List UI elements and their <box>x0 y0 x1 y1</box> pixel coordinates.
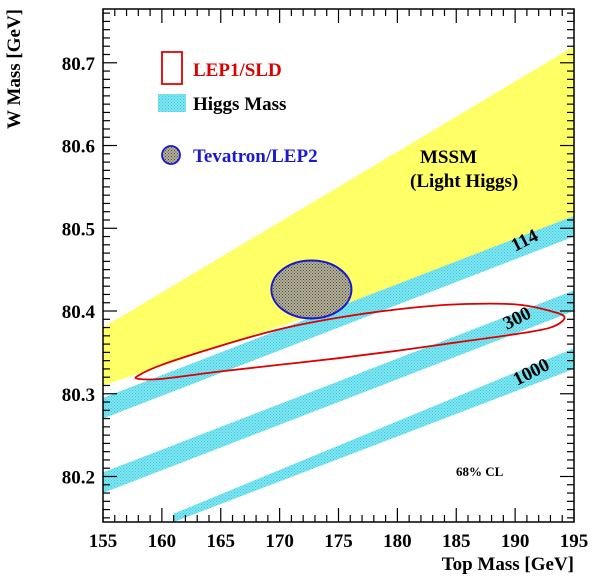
x-axis-title: Top Mass [GeV] <box>442 554 574 575</box>
y-tick-label: 80.2 <box>62 467 95 488</box>
lep1-sld-contour <box>134 302 566 381</box>
y-tick-label: 80.5 <box>62 219 95 240</box>
x-tick-label: 175 <box>324 531 353 552</box>
legend-label-higgs-mass: Higgs Mass <box>193 94 286 115</box>
legend-swatch-tevatron-lep2 <box>161 145 181 165</box>
legend: LEP1/SLD Higgs Mass Tevatron/LEP2 <box>158 51 318 167</box>
mssm-band <box>103 46 574 386</box>
x-tick-label: 180 <box>383 531 412 552</box>
legend-swatch-higgs-mass <box>158 94 186 112</box>
y-tick-label: 80.4 <box>62 302 96 323</box>
legend-label-lep1-sld: LEP1/SLD <box>193 60 282 81</box>
x-tick-label: 160 <box>148 531 177 552</box>
x-tick-label: 195 <box>560 531 589 552</box>
y-axis-title: W Mass [GeV] <box>4 9 25 129</box>
higgs-band-1000 <box>173 348 574 522</box>
x-axis: 155 160 165 170 175 180 185 190 195 <box>89 9 589 552</box>
mssm-label-line2: (Light Higgs) <box>410 171 518 192</box>
y-tick-label: 80.7 <box>62 54 96 75</box>
x-tick-label: 190 <box>501 531 530 552</box>
legend-entry-higgs-mass: Higgs Mass <box>158 94 286 115</box>
x-tick-label: 155 <box>89 531 118 552</box>
tevatron-lep2-ellipse <box>270 259 353 320</box>
x-tick-label: 170 <box>265 531 294 552</box>
cl-label: 68% CL <box>456 464 504 479</box>
higgs-band-300 <box>103 290 574 494</box>
x-tick-label: 165 <box>207 531 236 552</box>
legend-swatch-lep1-sld <box>161 51 183 85</box>
legend-label-tevatron-lep2: Tevatron/LEP2 <box>193 146 318 167</box>
plot-area <box>103 46 574 522</box>
y-axis: 80.2 80.3 80.4 80.5 80.6 80.7 <box>62 12 574 519</box>
y-tick-label: 80.6 <box>62 137 95 158</box>
mssm-label-line1: MSSM <box>420 147 477 168</box>
y-tick-label: 80.3 <box>62 385 95 406</box>
x-tick-label: 185 <box>442 531 471 552</box>
legend-entry-tevatron-lep2: Tevatron/LEP2 <box>161 145 318 167</box>
legend-entry-lep1-sld: LEP1/SLD <box>161 51 282 85</box>
